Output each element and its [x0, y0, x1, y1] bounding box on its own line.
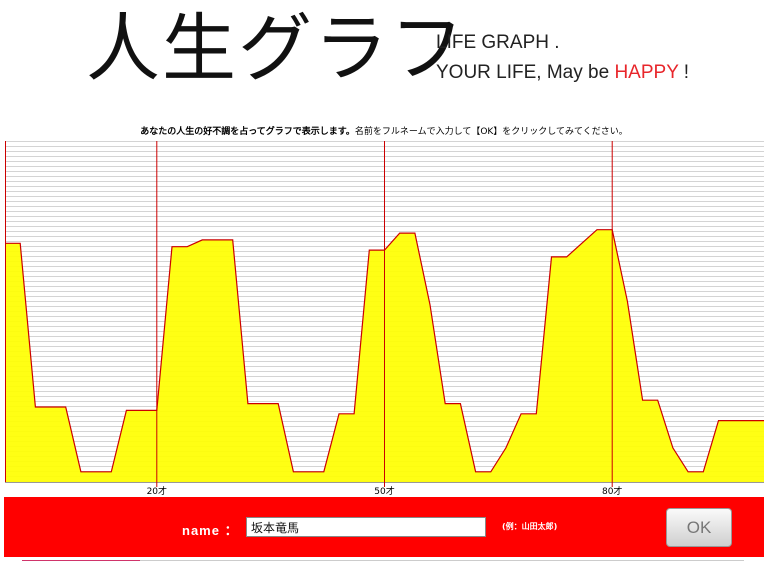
name-input[interactable] [246, 517, 486, 537]
tagline-suffix: ! [678, 62, 690, 83]
example-hint: (例：山田太郎) [502, 522, 558, 531]
life-graph: 20才 50才 80才 [5, 141, 764, 497]
age-tick-label: 80才 [602, 485, 622, 497]
instruction-rest: 名前をフルネームで入力して【OK】をクリックしてみてください。 [354, 127, 628, 137]
footer-accent [22, 560, 140, 561]
tagline: LIFE GRAPH . YOUR LIFE, May be HAPPY ! [436, 28, 689, 88]
instruction-bold: あなたの人生の好不調を占ってグラフで表示します。 [140, 127, 355, 137]
instruction-text: あなたの人生の好不調を占ってグラフで表示します。名前をフルネームで入力して【OK… [0, 124, 768, 137]
tagline-happy: HAPPY [614, 62, 679, 83]
tagline-prefix: YOUR LIFE, May be [436, 62, 615, 83]
name-form-bar: name ： (例：山田太郎) OK [4, 497, 764, 557]
site-logo: 人生グラフ [86, 6, 466, 92]
name-label: name ： [182, 523, 239, 538]
footer-divider [22, 560, 744, 561]
age-tick-label: 50才 [374, 485, 394, 497]
age-tick-label: 20才 [147, 485, 167, 497]
ok-button[interactable]: OK [666, 508, 732, 547]
tagline-line2: YOUR LIFE, May be HAPPY ! [436, 58, 689, 88]
tagline-line1: LIFE GRAPH . [436, 32, 560, 53]
